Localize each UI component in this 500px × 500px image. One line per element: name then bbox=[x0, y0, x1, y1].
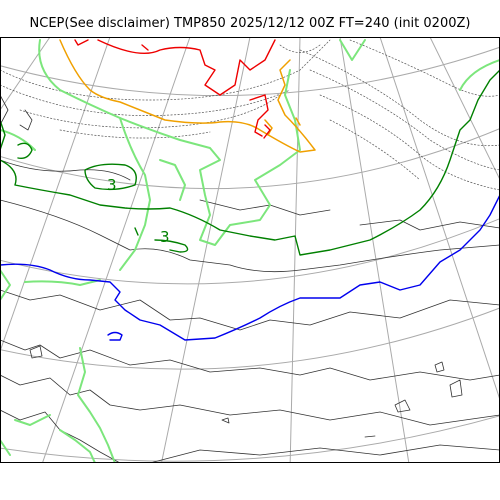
graticule-meridians bbox=[0, 37, 500, 463]
orange-isotherm bbox=[59, 39, 316, 153]
snow-line bbox=[0, 39, 500, 463]
dotted-isotherms bbox=[0, 39, 500, 191]
graticule-latitudes bbox=[0, 46, 500, 462]
zero-isotherm bbox=[0, 194, 500, 341]
minus-isotherms bbox=[74, 39, 276, 139]
contour-label-3-left: 3 bbox=[107, 176, 117, 194]
contour-label-3-center: 3 bbox=[160, 228, 170, 246]
map-title: NCEP(See disclaimer) TMP850 2025/12/12 0… bbox=[29, 16, 471, 31]
map-frame bbox=[0, 37, 500, 463]
three-isotherm bbox=[0, 69, 500, 256]
